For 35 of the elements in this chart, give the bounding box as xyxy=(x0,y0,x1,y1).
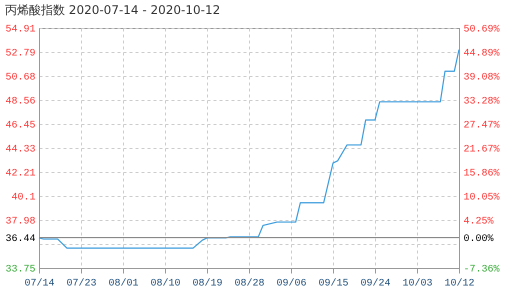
y2-tick-label: 10.05% xyxy=(464,192,500,204)
y2-tick-label: 39.08% xyxy=(464,72,500,84)
x-tick-label: 08/10 xyxy=(150,278,181,290)
x-tick-label: 08/19 xyxy=(192,278,223,290)
y2-tick-label: 21.67% xyxy=(464,144,500,156)
y-tick-label: 48.56 xyxy=(5,96,36,108)
y2-tick-label: -7.36% xyxy=(464,264,500,276)
y2-tick-label: 50.69% xyxy=(464,24,500,36)
x-tick-label: 09/06 xyxy=(276,278,307,290)
x-tick-label: 09/15 xyxy=(318,278,349,290)
y-tick-label: 37.98 xyxy=(5,216,36,228)
y-tick-label: 54.91 xyxy=(5,24,36,36)
y-tick-label: 36.44 xyxy=(5,234,36,245)
x-tick-label: 10/12 xyxy=(444,278,475,290)
y-tick-label: 33.75 xyxy=(5,264,36,276)
y-tick-label: 40.1 xyxy=(11,192,36,204)
x-tick-label: 09/24 xyxy=(360,278,391,290)
y-tick-label: 52.79 xyxy=(5,48,36,60)
y-tick-label: 46.45 xyxy=(5,120,36,132)
x-tick-label: 10/03 xyxy=(402,278,433,290)
y2-tick-label: 33.28% xyxy=(464,96,500,108)
y2-tick-label: 44.89% xyxy=(464,48,500,60)
y-tick-label: 42.21 xyxy=(5,168,36,180)
y2-tick-label: 27.47% xyxy=(464,120,500,132)
y-tick-label: 44.33 xyxy=(5,144,36,156)
y-tick-label: 50.68 xyxy=(5,72,36,84)
line-series xyxy=(38,49,460,249)
y2-tick-label: 15.86% xyxy=(464,168,500,180)
chart-title: 丙烯酸指数 2020-07-14 - 2020-10-12 xyxy=(4,3,220,17)
x-tick-label: 08/28 xyxy=(234,278,265,290)
y2-tick-label: 4.25% xyxy=(464,216,494,228)
x-tick-label: 07/14 xyxy=(24,278,55,290)
x-tick-label: 08/01 xyxy=(108,278,139,290)
x-tick-label: 07/23 xyxy=(66,278,97,290)
y2-tick-label: 0.00% xyxy=(464,234,494,246)
